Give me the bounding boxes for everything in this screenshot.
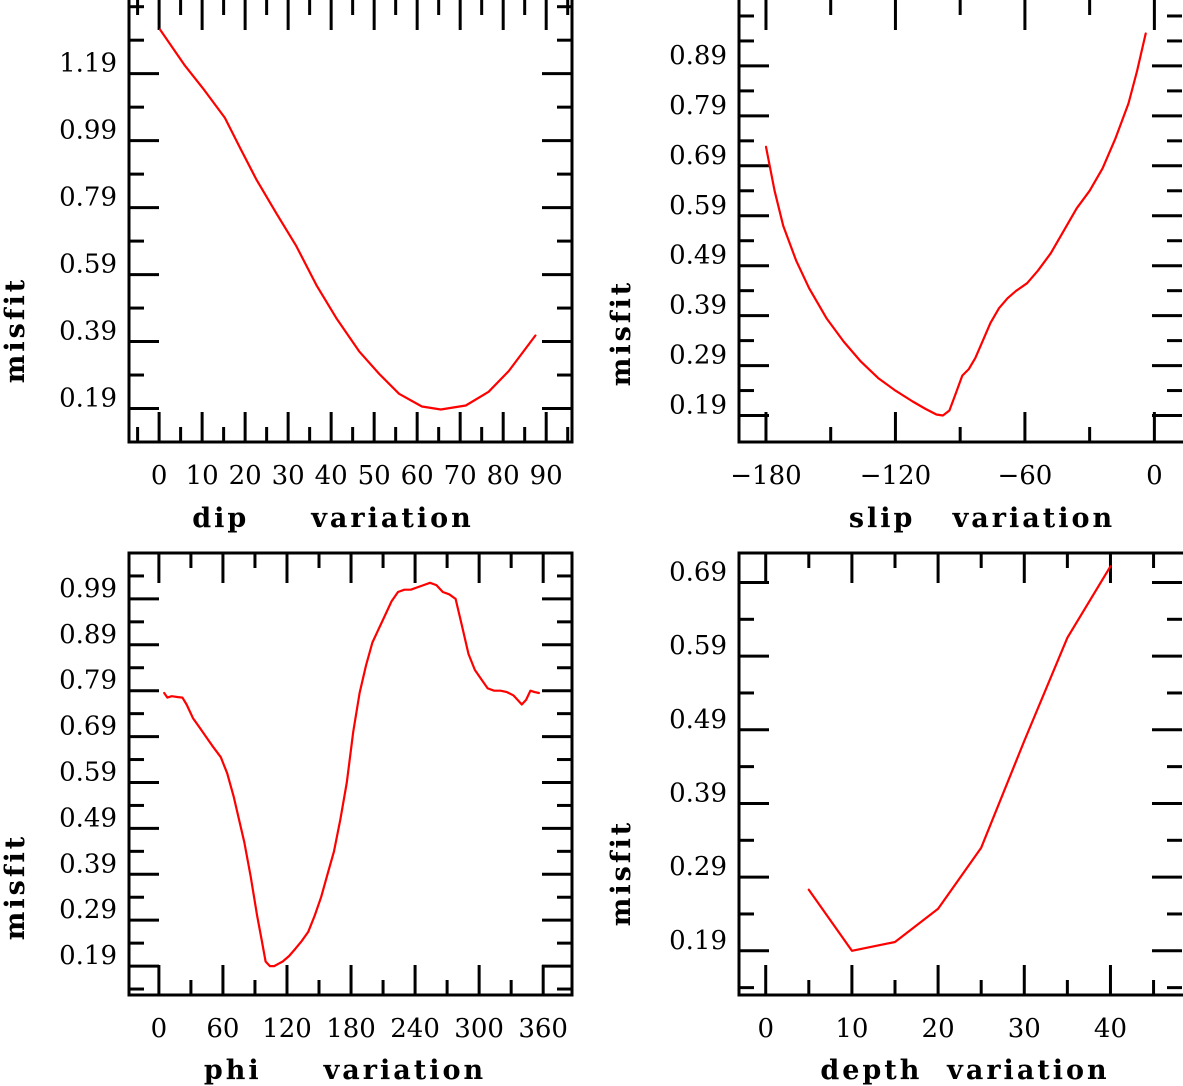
y-axis-label: misfit bbox=[0, 834, 31, 940]
x-tick-label: 50 bbox=[358, 461, 391, 491]
x-tick-label: 120 bbox=[262, 1014, 312, 1044]
y-tick-labels: 0.19 0.29 0.39 0.49 0.59 0.69 0.79 0.89 0.99 bbox=[59, 574, 117, 971]
depth-variation-panel: 0 10 20 30 40 0.19 0.29 0.39 0.49 0.59 0.69 depth… bbox=[606, 551, 1183, 1086]
y-tick-label: 0.59 bbox=[669, 191, 727, 221]
x-tick-label: 30 bbox=[1008, 1014, 1041, 1044]
y-tick-label: 0.49 bbox=[59, 803, 117, 833]
y-tick-label: 0.49 bbox=[669, 705, 727, 735]
y-axis-label: misfit bbox=[606, 280, 637, 386]
y-tick-label: 0.89 bbox=[59, 620, 117, 650]
x-tick-label: 70 bbox=[444, 461, 477, 491]
x-tick-label: 20 bbox=[922, 1014, 955, 1044]
x-tick-label: 60 bbox=[401, 461, 434, 491]
plot-frame bbox=[737, 551, 1183, 997]
x-tick-label: 30 bbox=[272, 461, 305, 491]
x-tick-label: 0 bbox=[1146, 461, 1163, 491]
x-tick-label: 40 bbox=[1094, 1014, 1127, 1044]
x-tick-label: 180 bbox=[326, 1014, 376, 1044]
x-tick-label: 0 bbox=[757, 1014, 774, 1044]
y-tick-label: 0.19 bbox=[669, 391, 727, 421]
y-tick-label: 0.19 bbox=[59, 384, 117, 414]
misfit-series-line bbox=[158, 28, 537, 411]
y-tick-label: 0.69 bbox=[669, 557, 727, 587]
ticks bbox=[129, 553, 572, 995]
y-axis-label: misfit bbox=[606, 820, 637, 926]
misfit-series-line bbox=[163, 581, 540, 968]
x-tick-label: 10 bbox=[835, 1014, 868, 1044]
phi-variation-panel: 0 60 120 180 240 300 360 0.190.290.390.490.590… bbox=[0, 551, 574, 1086]
y-tick-label: 0.89 bbox=[669, 41, 727, 71]
x-tick-labels: −180 −120 −60 0 bbox=[730, 461, 1162, 491]
misfit-series-line bbox=[807, 565, 1112, 952]
y-tick-label: 0.79 bbox=[59, 183, 117, 213]
x-tick-label: 90 bbox=[530, 461, 563, 491]
y-axis-label: misfit bbox=[0, 277, 31, 383]
ticks bbox=[739, 0, 1182, 442]
x-tick-label: 0 bbox=[151, 461, 168, 491]
plot-frame bbox=[737, 0, 1183, 444]
x-tick-label: 10 bbox=[186, 461, 219, 491]
y-tick-label: 0.79 bbox=[59, 666, 117, 696]
plot-frame bbox=[127, 551, 574, 997]
y-tick-label: 0.59 bbox=[59, 757, 117, 787]
y-tick-label: 0.39 bbox=[669, 778, 727, 808]
y-tick-label: 0.99 bbox=[59, 116, 117, 146]
y-tick-label: 0.39 bbox=[59, 317, 117, 347]
y-tick-label: 0.19 bbox=[59, 941, 117, 971]
x-tick-label: 240 bbox=[390, 1014, 440, 1044]
x-axis-label: phi variation bbox=[204, 1055, 486, 1086]
y-tick-label: 0.59 bbox=[669, 631, 727, 661]
x-tick-labels: 0 10 20 30 40 bbox=[757, 1014, 1127, 1044]
x-tick-label: 360 bbox=[518, 1014, 568, 1044]
y-tick-label: 0.29 bbox=[59, 895, 117, 925]
slip-variation-panel: −180 −120 −60 0 0.19 0.29 0.39 0.49 0.59 0.69 0.7… bbox=[606, 0, 1183, 534]
x-tick-label: −120 bbox=[860, 461, 931, 491]
misfit-series-line bbox=[764, 32, 1147, 417]
dip-variation-panel: 0 10 20 30 40 50 60 70 80 90 0.19 0.39 0.59 0.79 0.99… bbox=[0, 0, 574, 534]
y-tick-label: 0.19 bbox=[669, 926, 727, 956]
y-tick-label: 0.39 bbox=[59, 849, 117, 879]
x-tick-label: 80 bbox=[487, 461, 520, 491]
y-tick-labels: 0.19 0.39 0.59 0.79 0.99 1.19 bbox=[59, 49, 117, 414]
y-tick-labels: 0.19 0.29 0.39 0.49 0.59 0.69 0.79 0.89 bbox=[669, 41, 727, 421]
y-tick-label: 0.39 bbox=[669, 291, 727, 321]
y-tick-label: 0.49 bbox=[669, 241, 727, 271]
plot-frame bbox=[127, 0, 574, 444]
y-tick-label: 0.29 bbox=[669, 341, 727, 371]
ticks bbox=[129, 0, 572, 442]
x-tick-labels: 0 10 20 30 40 50 60 70 80 90 bbox=[151, 461, 563, 491]
y-tick-label: 0.59 bbox=[59, 250, 117, 280]
y-tick-label: 1.19 bbox=[59, 49, 117, 79]
x-axis-label: slip variation bbox=[849, 503, 1115, 534]
x-axis-label: dip variation bbox=[192, 503, 474, 534]
y-tick-label: 0.69 bbox=[59, 712, 117, 742]
x-tick-labels: 0 60 120 180 240 300 360 bbox=[151, 1014, 568, 1044]
y-tick-label: 0.29 bbox=[669, 852, 727, 882]
y-tick-label: 0.79 bbox=[669, 91, 727, 121]
x-tick-label: −60 bbox=[997, 461, 1052, 491]
x-axis-label: depth variation bbox=[820, 1055, 1109, 1086]
x-tick-label: 300 bbox=[454, 1014, 504, 1044]
x-tick-label: −180 bbox=[730, 461, 801, 491]
x-tick-label: 40 bbox=[315, 461, 348, 491]
y-tick-label: 0.69 bbox=[669, 141, 727, 171]
ticks bbox=[739, 553, 1182, 995]
x-tick-label: 20 bbox=[229, 461, 262, 491]
x-tick-label: 0 bbox=[151, 1014, 168, 1044]
y-tick-label: 0.99 bbox=[59, 574, 117, 604]
x-tick-label: 60 bbox=[206, 1014, 239, 1044]
y-tick-labels: 0.19 0.29 0.39 0.49 0.59 0.69 bbox=[669, 557, 727, 955]
